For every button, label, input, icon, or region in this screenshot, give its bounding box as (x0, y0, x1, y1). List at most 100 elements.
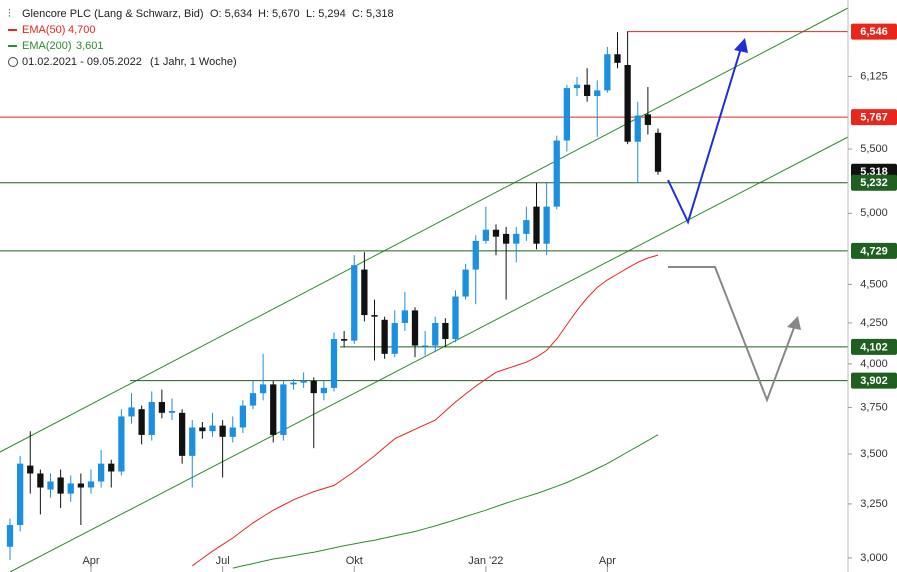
candle-body (381, 319, 388, 354)
candle-body (138, 409, 145, 435)
candle-body (128, 407, 135, 417)
y-tick-label: 5,500 (860, 143, 888, 155)
ohlc-low: L: 5,294 (306, 8, 346, 20)
header: ⫶ Glencore PLC (Lang & Schwarz, Bid) O: … (8, 8, 394, 68)
x-tick-label: Jan '22 (468, 555, 503, 567)
candle-body (411, 310, 419, 346)
y-tick-label: 4,500 (860, 278, 888, 290)
y-tick-label: 4,000 (860, 358, 888, 370)
candle-body (523, 220, 530, 234)
level-box (851, 23, 897, 40)
candle-body (654, 132, 662, 172)
blue-arrow-head (734, 38, 748, 53)
candle-body (462, 269, 469, 297)
level-label: 5,767 (860, 111, 888, 123)
candle-body (533, 206, 540, 244)
period-note: (1 Jahr, 1 Woche) (150, 56, 237, 68)
candle-body (300, 380, 307, 383)
candle-body (209, 425, 216, 432)
level-label: 3,902 (860, 375, 888, 387)
y-tick-label: 3,000 (860, 552, 888, 564)
y-tick-label: 5,000 (860, 207, 888, 219)
legend-value: 3,601 (76, 40, 104, 52)
chart-icon: ⫶ (8, 8, 11, 20)
level-box (851, 338, 897, 355)
candle-body (624, 64, 631, 142)
y-tick-label: 3,250 (860, 498, 888, 510)
candle-body (644, 114, 652, 125)
candle-body (421, 345, 429, 347)
y-tick-label: 6,125 (860, 70, 888, 82)
level-box (851, 372, 897, 389)
candle-body (513, 233, 520, 244)
candle-body (594, 90, 601, 96)
candle-body (543, 206, 550, 244)
candle-body (583, 84, 591, 96)
candle-body (259, 384, 267, 394)
candle-body (482, 229, 490, 241)
x-tick-label: Apr (599, 555, 616, 567)
candle-body (604, 54, 611, 91)
ema-line (192, 254, 659, 567)
legend-name: EMA(200) (22, 40, 72, 52)
candle-body (340, 339, 348, 341)
candle-body (442, 322, 449, 340)
legend-value: 4,700 (68, 24, 96, 36)
ohlc-high: H: 5,670 (258, 8, 300, 20)
candle-body (158, 402, 166, 413)
ema-line (232, 434, 659, 569)
candle-body (219, 425, 226, 437)
candle-body (118, 416, 125, 472)
candle-body (320, 387, 328, 394)
chart-title: Glencore PLC (Lang & Schwarz, Bid) (22, 8, 204, 20)
candles (6, 31, 662, 561)
candle-body (634, 115, 641, 142)
candle-body (16, 463, 24, 526)
candle-body (361, 269, 368, 316)
candle-body (239, 405, 247, 428)
candle-body (27, 465, 34, 474)
gray-arrow-head (787, 316, 801, 330)
candle-body (401, 310, 409, 323)
x-tick-label: Jul (216, 555, 230, 567)
candle-body (553, 140, 560, 207)
y-tick-label: 4,250 (860, 317, 888, 329)
gray-arrow (668, 266, 796, 403)
candle-body (47, 481, 54, 490)
candle-body (563, 88, 571, 141)
level-label: 4,729 (860, 245, 888, 257)
candle-body (108, 463, 115, 472)
candle-body (391, 322, 398, 354)
level-label: 4,102 (860, 341, 888, 353)
candle-body (330, 339, 338, 388)
candle-body (280, 384, 287, 435)
candle-body (6, 525, 14, 547)
candle-body (77, 483, 85, 488)
candle-body (270, 384, 277, 435)
level-box (851, 174, 897, 191)
candle-body (148, 402, 155, 435)
candle-body (371, 315, 378, 317)
candle-body (87, 481, 95, 488)
clock-icon (8, 57, 18, 67)
candle-body (57, 477, 64, 494)
ohlc-open: O: 5,634 (210, 8, 252, 20)
ohlc-close: C: 5,318 (352, 8, 394, 20)
candle-body (432, 322, 439, 346)
channel-lower (9, 136, 849, 572)
candle-body (614, 54, 621, 63)
candle-body (229, 427, 236, 437)
candle-body (178, 412, 186, 456)
candle-body (168, 411, 176, 413)
candle-body (502, 233, 510, 244)
candle-body (310, 380, 317, 394)
candle-body (37, 473, 44, 488)
period: 01.02.2021 - 09.05.2022 (22, 56, 142, 68)
candle-body (573, 84, 581, 89)
legend-name: EMA(50) (22, 24, 65, 36)
level-box (851, 109, 897, 126)
candle-body (351, 265, 358, 341)
level-label: 5,232 (860, 177, 888, 189)
